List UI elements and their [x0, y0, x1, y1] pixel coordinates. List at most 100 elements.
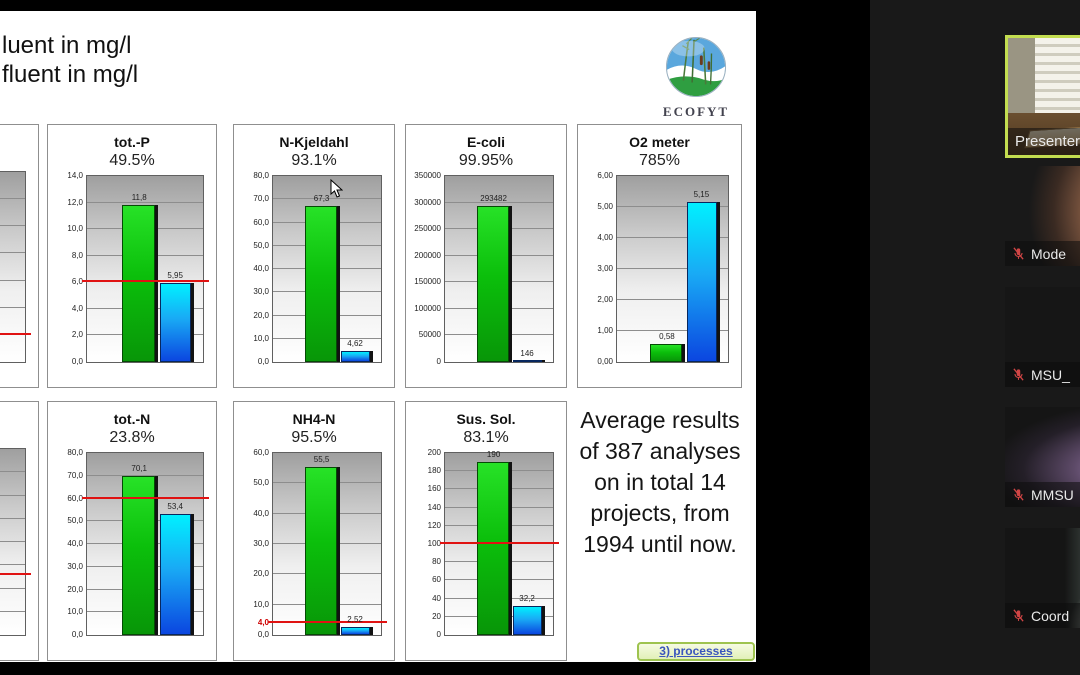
y-axis-tick-label: 250000 — [414, 224, 441, 234]
y-axis-tick-label: 4,0 — [71, 303, 83, 313]
gridline — [0, 279, 25, 281]
participant-tile-moderator[interactable]: Mode — [1005, 166, 1080, 266]
effluent-bar — [513, 605, 543, 635]
y-axis-tick-label: 60 — [432, 575, 441, 585]
chart-sus-sol: Sus. Sol. 83.1% 0 20 40 60 80 100 120 140 160 180 20… — [405, 401, 567, 661]
gridline — [273, 198, 381, 200]
y-axis-tick-label: 6,00 — [597, 171, 613, 180]
gridline — [617, 237, 728, 238]
y-axis-tick-label: 50000 — [418, 330, 441, 340]
plot-area: 0,0 2,0 4,0 6,0 8,0 10,0 12,0 14,0 11,8 5,95 — [67, 171, 209, 366]
chart-reduction-pct: 95.5% — [291, 429, 337, 446]
y-axis-tick-label: 0,0 — [71, 357, 83, 366]
y-axis-tick-label: 80,0 — [67, 448, 83, 457]
chart-n-kjeldahl: N-Kjeldahl 93.1% 0,0 10,0 20,0 30,0 40,0 50,0 60… — [233, 124, 395, 388]
gridline — [0, 517, 25, 519]
ecofyt-logo-icon — [665, 36, 727, 98]
legend-line-influent: luent in mg/l — [2, 32, 132, 59]
influent-value-label: 293482 — [480, 194, 507, 204]
gridline — [617, 268, 728, 269]
effluent-value-label: 146 — [520, 349, 534, 359]
y-axis-tick-label: 80,0 — [253, 171, 269, 180]
limit-line — [0, 573, 31, 576]
influent-bar — [305, 466, 337, 635]
gridline — [0, 198, 25, 200]
gridline — [0, 564, 25, 566]
y-axis-tick-label: 80 — [432, 557, 441, 567]
y-axis-tick-label: 0 — [436, 357, 441, 366]
y-axis-tick-label: 10,0 — [253, 599, 269, 609]
chart-cropped-bottom-left — [0, 401, 39, 661]
chart-title: N-Kjeldahl — [279, 134, 349, 150]
influent-value-label: 70,1 — [131, 463, 147, 473]
gridline — [0, 471, 25, 473]
gridline — [617, 330, 728, 331]
participant-tile-presenter[interactable]: Presenter — [1005, 35, 1080, 158]
influent-bar — [121, 475, 156, 635]
participant-tile-coordinator[interactable]: Coord — [1005, 528, 1080, 628]
limit-line — [268, 620, 387, 623]
plot-area: 0,0 10,0 20,0 30,0 40,0 50,0 60,0 70,0 80,0 67,3 4… — [253, 171, 382, 366]
effluent-bar — [341, 351, 371, 362]
gridline — [0, 225, 25, 227]
chart-nh4-n: NH4-N 95.5% 0,0 10,0 20,0 30,0 40,0 50,0 60,0 4,0… — [233, 401, 395, 661]
chart-title: NH4-N — [292, 411, 336, 427]
y-axis-tick-label: 14,0 — [67, 171, 83, 180]
y-axis-tick-label: 10,0 — [67, 607, 83, 617]
y-axis-tick-label: 3,00 — [597, 264, 613, 273]
limit-line — [440, 542, 559, 544]
y-axis-tick-label: 70,0 — [67, 470, 83, 480]
gridline — [87, 201, 203, 203]
y-axis-tick-label: 30,0 — [253, 287, 269, 297]
y-axis-limit-tick-label: 4,0 — [257, 617, 269, 627]
ecofyt-logo: ECOFYT — [648, 36, 744, 120]
chart-cropped-top-left — [0, 124, 39, 388]
processes-link-button[interactable]: 3) processes — [637, 642, 755, 661]
gridline — [0, 541, 25, 542]
effluent-value-label: 5,15 — [693, 190, 710, 200]
y-axis-tick-label: 0,00 — [597, 357, 613, 366]
influent-value-label: 190 — [486, 450, 501, 460]
gridline — [0, 587, 25, 589]
y-axis-tick-label: 4,00 — [597, 233, 613, 243]
chart-reduction-pct: 83.1% — [463, 429, 509, 446]
effluent-value-label: 5,95 — [167, 270, 183, 280]
chart-title: Sus. Sol. — [456, 411, 516, 427]
participant-name: Coord — [1031, 607, 1070, 624]
y-axis-tick-label: 50,0 — [253, 478, 269, 488]
y-axis-tick-label: 20,0 — [253, 310, 269, 320]
influent-value-label: 55,5 — [313, 454, 330, 464]
participant-tile-mmsu[interactable]: MMSU — [1005, 407, 1080, 507]
chart-reduction-pct: 99.95% — [458, 152, 514, 169]
y-axis-tick-label: 140 — [427, 502, 441, 512]
y-axis-tick-label: 8,0 — [71, 250, 83, 260]
influent-value-label: 67,3 — [313, 193, 330, 203]
ecofyt-logo-text: ECOFYT — [662, 104, 730, 119]
mouse-cursor — [330, 179, 343, 198]
influent-bar — [477, 462, 509, 635]
gridline — [617, 206, 728, 207]
y-axis-tick-label: 0,0 — [257, 630, 269, 639]
y-axis-tick-label: 100 — [427, 539, 441, 548]
y-axis-tick-label: 30,0 — [253, 539, 269, 548]
y-axis-tick-label: 60,0 — [67, 493, 83, 503]
y-axis-tick-label: 0,0 — [257, 357, 269, 366]
effluent-bar — [160, 282, 192, 362]
y-axis-tick-label: 350000 — [414, 171, 441, 180]
y-axis-tick-label: 2,00 — [597, 295, 613, 305]
participant-name-bar: Presenter — [1008, 128, 1080, 155]
y-axis-tick-label: 40,0 — [253, 508, 269, 518]
influent-bar — [305, 205, 337, 362]
y-axis-tick-label: 50,0 — [67, 516, 83, 526]
y-axis-tick-label: 12,0 — [67, 197, 83, 207]
chart-e-coli: E-coli 99.95% 0 50000 100000 150000 200000 2500… — [405, 124, 567, 388]
y-axis-tick-label: 70,0 — [253, 194, 269, 204]
effluent-value-label: 4,62 — [347, 339, 363, 349]
plot-area: 0,0 10,0 20,0 30,0 40,0 50,0 60,0 70,0 80,0 70,1 5… — [67, 448, 209, 639]
chart-tot-p: tot.-P 49.5% 0,0 2,0 4,0 6,0 8,0 10,0 12,0 14,0 11… — [47, 124, 217, 388]
plot-area: 0 50000 100000 150000 200000 250000 300000 3500… — [414, 171, 554, 366]
muted-mic-icon — [1013, 247, 1024, 260]
y-axis-tick-label: 30,0 — [67, 561, 83, 571]
muted-mic-icon — [1013, 609, 1024, 622]
participant-tile-msu[interactable]: MSU_ — [1005, 287, 1080, 387]
